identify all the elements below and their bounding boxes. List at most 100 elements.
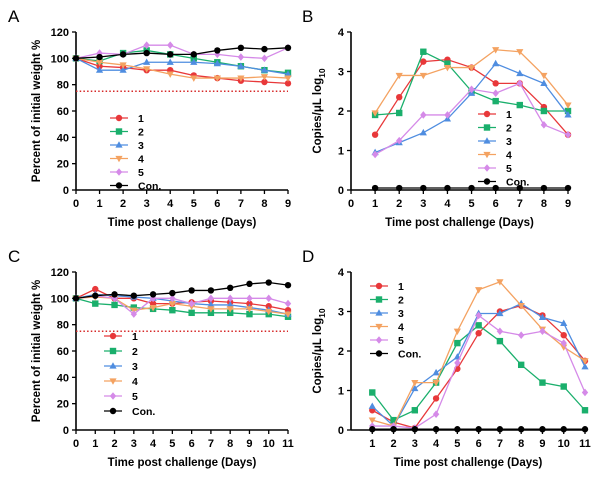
legend-item: Con. — [110, 181, 161, 193]
panel-letter: B — [302, 7, 313, 26]
data-point — [517, 361, 525, 369]
data-point — [246, 294, 253, 303]
data-point — [390, 426, 397, 433]
data-point — [190, 51, 197, 58]
y-axis-title: Copies/μL log10 — [312, 68, 327, 154]
data-point — [475, 330, 482, 337]
legend-item: 3 — [478, 136, 512, 148]
legend-marker — [375, 282, 383, 290]
data-point — [190, 55, 197, 62]
x-tick-label: 3 — [420, 198, 426, 210]
data-point — [166, 58, 174, 65]
series-line — [75, 57, 289, 75]
data-point — [368, 417, 376, 424]
x-tick-label: 2 — [396, 198, 402, 210]
data-point — [284, 70, 292, 77]
data-point — [432, 395, 440, 402]
x-tick-label: 8 — [227, 438, 233, 450]
data-point — [564, 102, 572, 109]
series-Con — [369, 426, 589, 433]
legend-marker — [375, 323, 383, 331]
data-point — [237, 75, 245, 82]
y-axis-title-subscript: 10 — [317, 68, 327, 78]
x-tick-label: 10 — [263, 438, 275, 450]
legend-label: 3 — [132, 361, 138, 373]
data-point — [411, 384, 419, 392]
legend-marker — [109, 407, 117, 415]
series-5 — [371, 79, 572, 159]
data-point — [475, 287, 483, 294]
legend-marker — [109, 378, 117, 385]
series-line — [75, 288, 289, 311]
x-tick-label: 5 — [169, 438, 175, 450]
x-tick-label: 9 — [565, 198, 571, 210]
y-tick-label: 3 — [338, 67, 344, 79]
legend-item: 1 — [478, 109, 512, 121]
x-axis-title: Time post challenge (Days) — [385, 217, 534, 229]
data-point — [284, 299, 292, 308]
x-tick-label: 1 — [372, 198, 378, 210]
legend-label: Con. — [398, 349, 421, 361]
data-point — [226, 284, 234, 291]
y-tick-label: 3 — [338, 307, 344, 319]
legend-label: 1 — [138, 113, 144, 125]
x-tick-label: 2 — [390, 438, 396, 450]
data-point — [492, 80, 499, 87]
data-point — [96, 63, 103, 70]
legend-item: 2 — [478, 123, 512, 135]
x-tick-label: 1 — [369, 438, 375, 450]
x-tick-label: 8 — [541, 198, 547, 210]
data-point — [237, 44, 245, 51]
data-point — [492, 47, 500, 54]
data-point — [284, 281, 292, 289]
series-Con — [72, 44, 292, 62]
data-point — [143, 66, 151, 73]
legend-label: 1 — [398, 281, 404, 293]
y-axis-title-text: Percent of initial weight % — [31, 280, 43, 423]
data-point — [167, 51, 174, 58]
data-point — [95, 59, 104, 67]
data-point — [143, 49, 150, 57]
data-point — [265, 303, 272, 310]
data-point — [390, 416, 397, 424]
legend-item: 1 — [370, 281, 404, 293]
data-point — [560, 426, 567, 433]
x-tick-label: 7 — [497, 438, 503, 450]
data-point — [540, 121, 548, 129]
data-point — [226, 309, 234, 317]
data-point — [581, 363, 589, 370]
data-point — [496, 337, 504, 345]
data-point — [560, 319, 568, 326]
x-tick-label: 8 — [518, 438, 524, 450]
legend-marker — [115, 128, 123, 135]
y-tick-label: 120 — [51, 27, 69, 39]
data-point — [432, 410, 440, 418]
y-tick-label: 2 — [338, 106, 344, 118]
data-point — [368, 402, 376, 409]
data-point — [111, 294, 118, 303]
x-tick-label: 11 — [282, 438, 294, 450]
data-point — [207, 301, 215, 308]
data-point — [169, 294, 176, 303]
legend-item: 2 — [110, 127, 144, 139]
legend-marker — [375, 336, 383, 344]
data-point — [190, 58, 198, 65]
legend-item: Con. — [370, 349, 421, 361]
y-tick-label: 60 — [57, 106, 69, 118]
legend-marker — [483, 137, 491, 144]
legend-marker — [483, 164, 491, 172]
y-axis-title-text: Percent of initial weight % — [31, 40, 43, 183]
data-point — [468, 85, 475, 94]
x-tick-label: 1 — [96, 198, 102, 210]
y-tick-label: 20 — [57, 159, 69, 171]
legend-marker — [109, 362, 117, 369]
y-tick-label: 100 — [51, 293, 69, 305]
data-point — [468, 184, 475, 192]
series-line — [75, 57, 289, 84]
legend-item: 3 — [370, 308, 404, 320]
legend-item: 3 — [110, 140, 144, 152]
data-point — [130, 304, 138, 311]
y-tick-label: 0 — [338, 425, 344, 437]
